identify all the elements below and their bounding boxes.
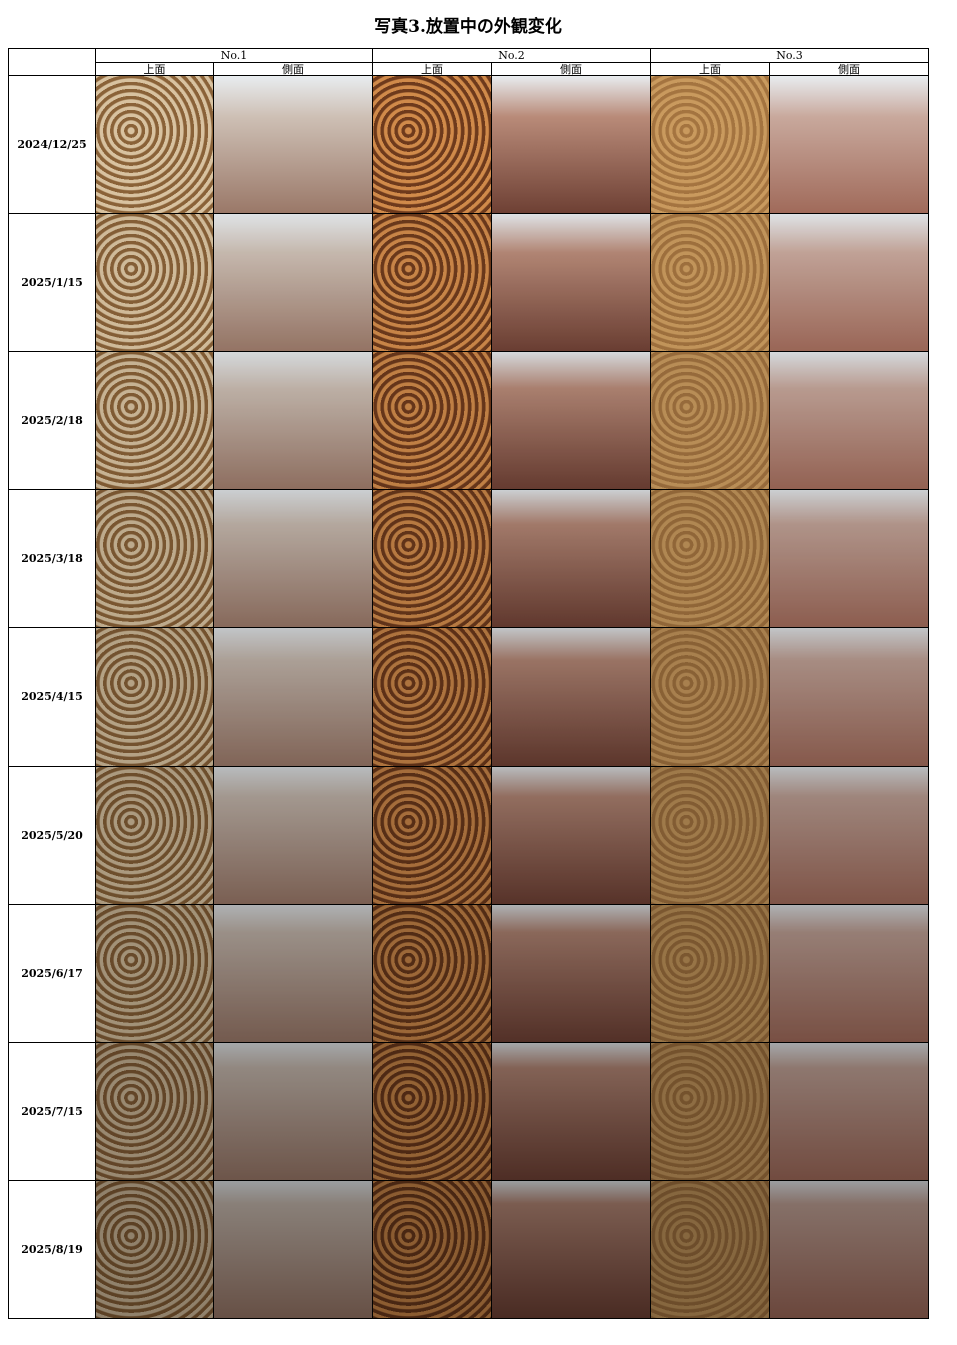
photo-side (492, 76, 650, 214)
date-label: 2025/2/18 (8, 351, 96, 491)
photo-side (770, 352, 928, 490)
photo-side (214, 490, 372, 628)
photo-top (373, 766, 491, 904)
photo-side (492, 214, 650, 352)
photo-side (214, 1042, 372, 1180)
photo-cell (769, 1179, 929, 1319)
photo-side (770, 490, 928, 628)
photo-side (770, 76, 928, 214)
photo-top (96, 490, 213, 628)
photo-side (214, 766, 372, 904)
sub-header: 上面 (372, 62, 492, 76)
photo-top (651, 1042, 769, 1180)
photo-top (96, 628, 213, 766)
photo-top (651, 1180, 769, 1318)
sub-header: 上面 (650, 62, 770, 76)
photo-side (770, 1180, 928, 1318)
photo-side (214, 1180, 372, 1318)
photo-side (214, 76, 372, 214)
date-label: 2025/6/17 (8, 903, 96, 1043)
page-title: 写真3.放置中の外観変化 (374, 17, 562, 37)
date-label: 2025/3/18 (8, 489, 96, 629)
photo-side (214, 904, 372, 1042)
photo-top (96, 766, 213, 904)
photo-top (373, 904, 491, 1042)
photo-top (651, 904, 769, 1042)
photo-top (651, 766, 769, 904)
header-corner (8, 48, 96, 76)
photo-top (96, 214, 213, 352)
group-header: No.1 (95, 48, 373, 63)
photo-side (492, 904, 650, 1042)
photo-side (214, 352, 372, 490)
photo-side (492, 766, 650, 904)
photo-top (651, 628, 769, 766)
photo-top (651, 76, 769, 214)
date-label: 2024/12/25 (8, 75, 96, 215)
photo-top (373, 490, 491, 628)
photo-top (373, 1042, 491, 1180)
sub-header: 側面 (491, 62, 651, 76)
photo-top (96, 904, 213, 1042)
photo-top (373, 1180, 491, 1318)
photo-side (492, 1180, 650, 1318)
photo-top (373, 352, 491, 490)
photo-side (770, 766, 928, 904)
photo-side (214, 628, 372, 766)
photo-top (651, 352, 769, 490)
photo-side (492, 352, 650, 490)
photo-top (96, 1042, 213, 1180)
photo-top (96, 352, 213, 490)
date-label: 2025/8/19 (8, 1179, 96, 1319)
photo-top (651, 490, 769, 628)
group-header: No.2 (372, 48, 651, 63)
date-label: 2025/4/15 (8, 627, 96, 767)
group-header: No.3 (650, 48, 929, 63)
photo-side (492, 628, 650, 766)
sub-header: 側面 (213, 62, 373, 76)
photo-top (373, 76, 491, 214)
photo-side (492, 1042, 650, 1180)
photo-top (373, 214, 491, 352)
photo-side (770, 628, 928, 766)
photo-top (373, 628, 491, 766)
photo-side (770, 1042, 928, 1180)
photo-side (214, 214, 372, 352)
photo-side (492, 490, 650, 628)
date-label: 2025/7/15 (8, 1041, 96, 1181)
photo-side (770, 214, 928, 352)
date-label: 2025/1/15 (8, 213, 96, 353)
sub-header: 上面 (95, 62, 214, 76)
photo-top (96, 1180, 213, 1318)
photo-side (770, 904, 928, 1042)
photo-top (651, 214, 769, 352)
sub-header: 側面 (769, 62, 929, 76)
date-label: 2025/5/20 (8, 765, 96, 905)
photo-top (96, 76, 213, 214)
